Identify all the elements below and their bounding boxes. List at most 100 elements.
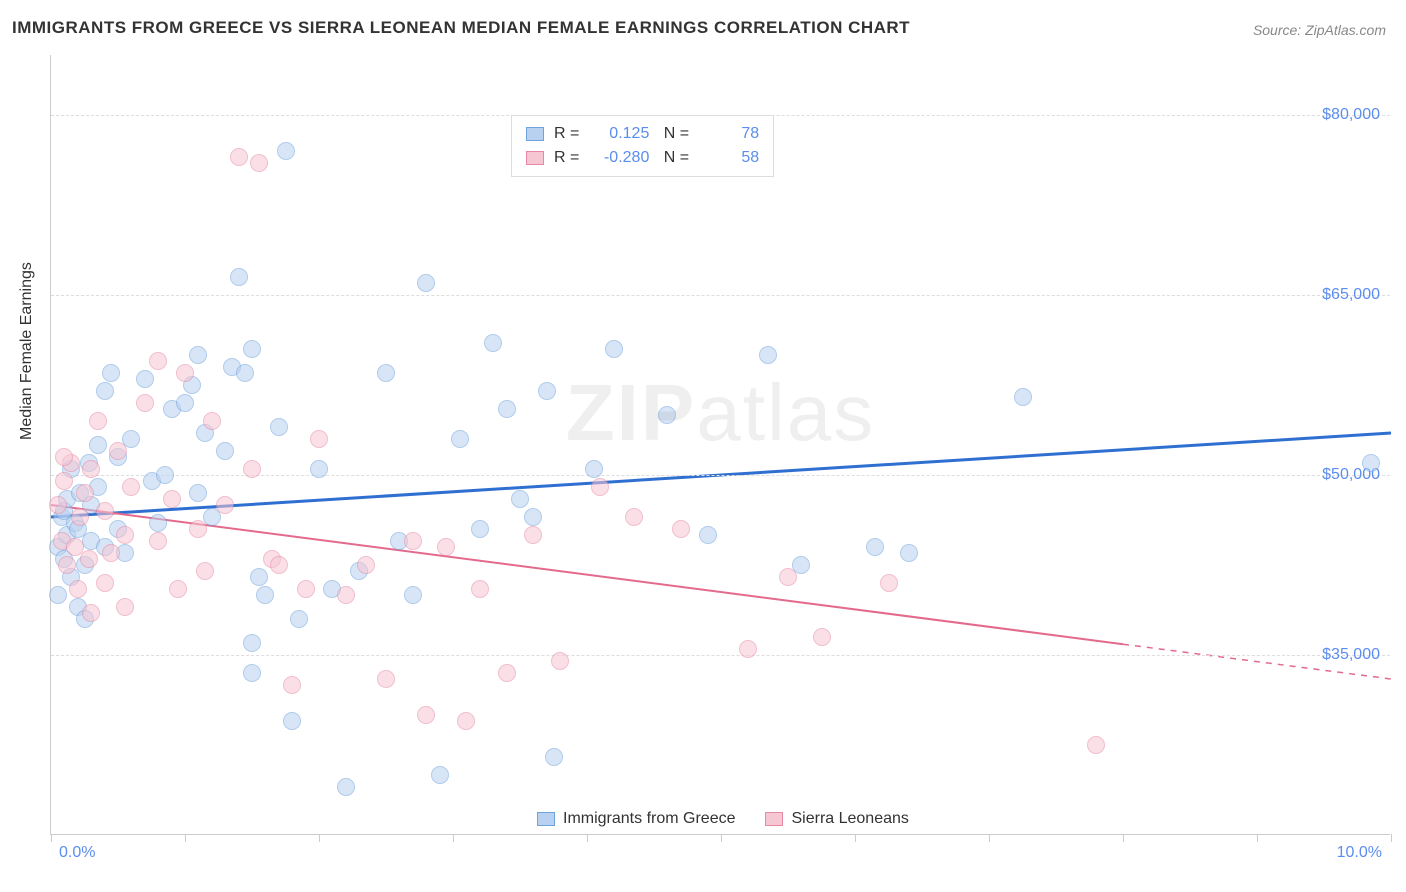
data-point — [377, 670, 395, 688]
gridline — [51, 655, 1390, 656]
watermark: ZIPatlas — [566, 367, 875, 459]
data-point — [122, 478, 140, 496]
source-attribution: Source: ZipAtlas.com — [1253, 22, 1386, 38]
plot-area: ZIPatlas R = 0.125 N = 78 R = -0.280 N =… — [50, 55, 1390, 835]
data-point — [551, 652, 569, 670]
data-point — [243, 664, 261, 682]
x-tick — [185, 834, 186, 842]
data-point — [116, 526, 134, 544]
data-point — [739, 640, 757, 658]
data-point — [189, 346, 207, 364]
gridline — [51, 295, 1390, 296]
data-point — [377, 364, 395, 382]
data-point — [880, 574, 898, 592]
data-point — [136, 394, 154, 412]
legend-row-greece: R = 0.125 N = 78 — [526, 122, 759, 146]
data-point — [243, 634, 261, 652]
x-axis-min-label: 0.0% — [59, 844, 95, 862]
data-point — [169, 580, 187, 598]
chart-title: IMMIGRANTS FROM GREECE VS SIERRA LEONEAN… — [12, 18, 910, 38]
legend-row-sierra: R = -0.280 N = 58 — [526, 146, 759, 170]
data-point — [49, 586, 67, 604]
data-point — [779, 568, 797, 586]
legend-n-value-sierra: 58 — [699, 146, 759, 170]
data-point — [250, 568, 268, 586]
data-point — [1087, 736, 1105, 754]
y-tick-label: $80,000 — [1322, 106, 1380, 124]
data-point — [337, 778, 355, 796]
data-point — [605, 340, 623, 358]
data-point — [149, 514, 167, 532]
legend-item-greece: Immigrants from Greece — [537, 810, 735, 828]
legend-n-label: N = — [659, 122, 689, 146]
data-point — [900, 544, 918, 562]
data-point — [55, 448, 73, 466]
x-tick — [51, 834, 52, 842]
data-point — [76, 484, 94, 502]
data-point — [55, 472, 73, 490]
data-point — [96, 574, 114, 592]
data-point — [156, 466, 174, 484]
data-point — [866, 538, 884, 556]
data-point — [80, 550, 98, 568]
chart-container: { "title": "IMMIGRANTS FROM GREECE VS SI… — [0, 0, 1406, 892]
data-point — [216, 442, 234, 460]
data-point — [203, 412, 221, 430]
y-tick-label: $65,000 — [1322, 286, 1380, 304]
x-tick — [989, 834, 990, 842]
data-point — [189, 484, 207, 502]
data-point — [699, 526, 717, 544]
data-point — [310, 430, 328, 448]
data-point — [545, 748, 563, 766]
data-point — [524, 508, 542, 526]
data-point — [102, 544, 120, 562]
x-tick — [1257, 834, 1258, 842]
data-point — [250, 154, 268, 172]
data-point — [431, 766, 449, 784]
data-point — [49, 496, 67, 514]
x-tick — [855, 834, 856, 842]
data-point — [216, 496, 234, 514]
legend-r-label: R = — [554, 122, 579, 146]
legend-n-label: N = — [659, 146, 689, 170]
data-point — [277, 142, 295, 160]
data-point — [96, 382, 114, 400]
data-point — [176, 394, 194, 412]
data-point — [484, 334, 502, 352]
x-tick — [453, 834, 454, 842]
data-point — [585, 460, 603, 478]
data-point — [69, 580, 87, 598]
data-point — [290, 610, 308, 628]
data-point — [176, 364, 194, 382]
legend-r-value-sierra: -0.280 — [589, 146, 649, 170]
data-point — [270, 556, 288, 574]
legend-label-greece: Immigrants from Greece — [563, 810, 735, 828]
data-point — [658, 406, 676, 424]
swatch-sierra — [765, 812, 783, 826]
swatch-sierra — [526, 151, 544, 165]
x-tick — [1123, 834, 1124, 842]
data-point — [283, 676, 301, 694]
legend-n-value-greece: 78 — [699, 122, 759, 146]
data-point — [297, 580, 315, 598]
series-legend: Immigrants from Greece Sierra Leoneans — [531, 808, 915, 830]
data-point — [230, 148, 248, 166]
x-tick — [1391, 834, 1392, 842]
y-axis-title: Median Female Earnings — [18, 262, 36, 440]
correlation-legend: R = 0.125 N = 78 R = -0.280 N = 58 — [511, 115, 774, 177]
data-point — [404, 586, 422, 604]
x-axis-max-label: 10.0% — [1337, 844, 1382, 862]
data-point — [283, 712, 301, 730]
data-point — [759, 346, 777, 364]
data-point — [96, 502, 114, 520]
data-point — [457, 712, 475, 730]
data-point — [102, 364, 120, 382]
data-point — [357, 556, 375, 574]
data-point — [163, 490, 181, 508]
data-point — [310, 460, 328, 478]
data-point — [813, 628, 831, 646]
data-point — [230, 268, 248, 286]
data-point — [498, 664, 516, 682]
data-point — [236, 364, 254, 382]
data-point — [89, 436, 107, 454]
